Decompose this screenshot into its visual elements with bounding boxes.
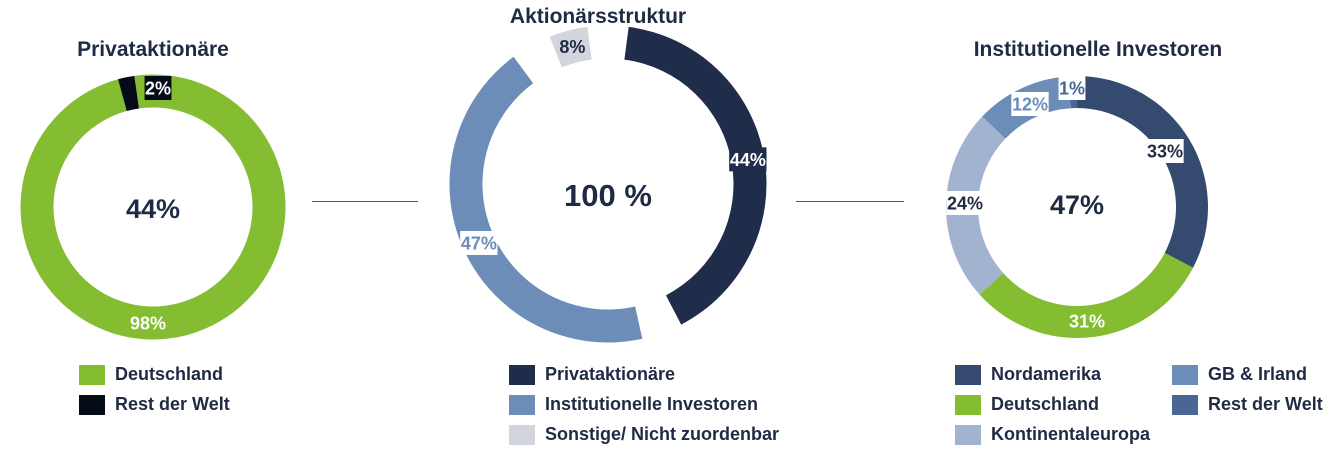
legend-swatch bbox=[509, 364, 535, 385]
chart-title-privataktionaere: Privataktionäre bbox=[77, 38, 229, 61]
data-label: 44% bbox=[730, 150, 766, 170]
slice-rest-der-welt bbox=[118, 75, 139, 112]
legend-item: Deutschland bbox=[79, 364, 223, 385]
legend-label: Deutschland bbox=[115, 364, 224, 384]
legend-item: Deutschland bbox=[955, 394, 1099, 415]
data-label: 24% bbox=[947, 194, 983, 214]
data-label: 1% bbox=[1059, 79, 1085, 99]
connector-line-left bbox=[312, 201, 418, 202]
legend-item: Nordamerika bbox=[955, 364, 1101, 385]
data-label-background bbox=[144, 76, 172, 100]
legend-item: Rest der Welt bbox=[79, 394, 230, 415]
data-label: 2% bbox=[145, 79, 171, 99]
legend-label: Nordamerika bbox=[991, 364, 1102, 384]
slice-deutschland bbox=[979, 252, 1194, 339]
legend-swatch bbox=[1172, 364, 1198, 385]
center-label: 44% bbox=[126, 194, 180, 224]
legend-label: Deutschland bbox=[991, 394, 1100, 414]
data-label-background bbox=[729, 147, 767, 172]
legend-label: GB & Irland bbox=[1208, 364, 1308, 384]
legend-item: Kontinentaleuropa bbox=[955, 424, 1150, 445]
legend-label: Rest der Welt bbox=[1208, 394, 1323, 414]
legend-label: Sonstige/ Nicht zuordenbar bbox=[545, 424, 780, 444]
data-label-background bbox=[946, 191, 984, 215]
legend-item: Sonstige/ Nicht zuordenbar bbox=[509, 424, 779, 445]
data-label-background bbox=[460, 230, 498, 255]
slice-sonstige-nicht-zuordenbar bbox=[549, 26, 592, 68]
slice-nordamerika bbox=[1077, 76, 1208, 268]
chart-title-institutionelle-investoren: Institutionelle Investoren bbox=[973, 38, 1223, 61]
legend-item: Rest der Welt bbox=[1172, 394, 1323, 415]
legend-swatch bbox=[955, 424, 981, 445]
legend-label: Institutionelle Investoren bbox=[545, 394, 759, 414]
legend-swatch bbox=[509, 394, 535, 415]
chart-title-aktionaersstruktur: Aktionärsstruktur bbox=[509, 5, 687, 28]
data-label: 33% bbox=[1147, 142, 1183, 162]
data-label-background bbox=[1058, 76, 1086, 100]
legend-item: GB & Irland bbox=[1172, 364, 1307, 385]
data-label: 12% bbox=[1012, 95, 1048, 115]
legend-swatch bbox=[955, 394, 981, 415]
data-label: 8% bbox=[559, 37, 585, 57]
legend-swatch bbox=[509, 424, 535, 445]
data-label: 47% bbox=[461, 233, 497, 253]
legend-label: Kontinentaleuropa bbox=[991, 424, 1151, 444]
legend-label: Privataktionäre bbox=[545, 364, 676, 384]
legend-item: Privataktionäre bbox=[509, 364, 675, 385]
data-label-background bbox=[1011, 92, 1049, 116]
data-label: 98% bbox=[130, 314, 166, 334]
center-label: 100 % bbox=[564, 178, 652, 213]
legend-label: Rest der Welt bbox=[115, 394, 230, 414]
data-label: 31% bbox=[1069, 312, 1105, 332]
connector-line-right bbox=[796, 201, 904, 202]
center-label: 47% bbox=[1050, 190, 1104, 220]
legend-swatch bbox=[955, 364, 981, 385]
legend-swatch bbox=[79, 394, 105, 415]
legend-swatch bbox=[79, 364, 105, 385]
data-label-background bbox=[1146, 139, 1184, 163]
legend-swatch bbox=[1172, 394, 1198, 415]
legend-item: Institutionelle Investoren bbox=[509, 394, 758, 415]
slice-privataktionäre bbox=[624, 26, 767, 325]
slice-institutionelle-investoren bbox=[449, 56, 643, 343]
